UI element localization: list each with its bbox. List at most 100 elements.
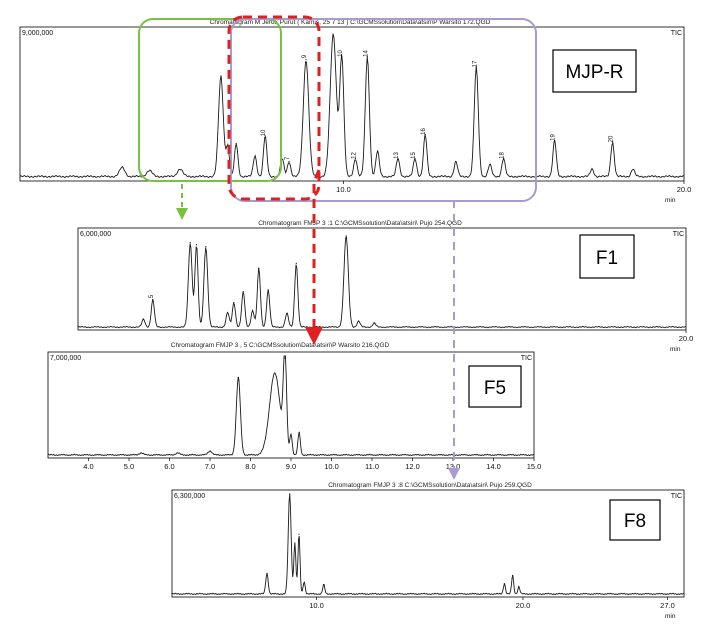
signal-label-mjp: TIC	[671, 30, 682, 37]
peak-marker-mjp-17	[414, 157, 416, 160]
peak-label-mjp-18: 16	[421, 128, 427, 135]
x-tick-label-f5: 11.0	[365, 462, 379, 471]
peak-marker-f1-2	[189, 242, 191, 244]
x-axis-unit-mjp: min	[665, 197, 676, 204]
x-tick-label-f5: 6.0	[164, 462, 174, 471]
peak-marker-mjp-10	[305, 58, 307, 61]
peak-marker-mjp-14	[366, 55, 368, 58]
peak-marker-f5-7	[298, 431, 300, 434]
peak-label-mjp-25: 20	[608, 135, 614, 142]
peak-label-mjp-16: 13	[394, 152, 400, 159]
purple-region-highlight	[230, 18, 537, 202]
x-tick-label-f5: 5.0	[124, 462, 134, 471]
peak-marker-f1-0	[142, 318, 145, 320]
peak-marker-mjp-18	[424, 133, 426, 136]
peak-marker-f1-14	[358, 320, 360, 322]
chart-mjp: Chromatogram M Jeruk Purut ( Kamis, 25 7…	[19, 19, 692, 204]
peak-marker-f8-7	[512, 574, 514, 576]
x-tick-label-f5: 8.0	[245, 462, 255, 471]
red-region-highlight	[227, 15, 321, 201]
box-mjp-r: MJP-R	[552, 49, 637, 93]
peak-marker-mjp-20	[475, 66, 477, 68]
x-tick-label-f1: 20.0	[679, 334, 694, 343]
x-axis-unit-f1: min	[670, 346, 681, 353]
peak-marker-f8-6	[503, 583, 505, 585]
peak-marker-f1-1	[152, 299, 154, 301]
peak-marker-f8-3	[298, 533, 300, 535]
peak-marker-f5-5	[284, 357, 286, 359]
box-f8: F8	[609, 499, 661, 541]
peak-label-f1-1: 5	[149, 294, 155, 298]
plot-frame-f8	[171, 489, 685, 598]
peak-marker-f8-5	[323, 584, 325, 586]
peak-marker-mjp-23	[554, 139, 556, 142]
x-tick-label-f5: 9.0	[286, 462, 296, 471]
peak-marker-mjp-15	[376, 150, 379, 152]
x-tick-label-f5: 4.0	[83, 462, 93, 471]
peak-label-mjp-14: 14	[363, 50, 369, 57]
peak-marker-mjp-25	[611, 141, 614, 143]
peak-marker-f1-6	[233, 301, 235, 304]
peak-marker-f5-6	[290, 433, 292, 436]
peak-marker-mjp-13	[354, 157, 357, 160]
peak-marker-f8-0	[266, 572, 268, 574]
box-mjp-r-label: MJP-R	[565, 62, 623, 83]
peak-label-mjp-23: 19	[551, 134, 557, 141]
x-tick-label-mjp: 10.0	[336, 185, 351, 194]
peak-marker-mjp-3	[220, 75, 222, 77]
peak-marker-mjp-7	[264, 135, 266, 137]
peak-label-mjp-13: 12	[351, 152, 357, 159]
x-tick-label-f8: 20.0	[516, 601, 531, 610]
peak-label-mjp-22: 18	[500, 152, 506, 159]
box-f5-label: F5	[484, 378, 506, 399]
box-f5: F5	[468, 365, 522, 408]
trace-line-f1	[77, 236, 686, 329]
signal-label-f1: TIC	[673, 231, 684, 238]
peak-marker-mjp-12	[341, 55, 343, 58]
peak-label-mjp-12: 10	[338, 50, 344, 57]
plot-frame-f5	[47, 351, 535, 459]
x-tick-label-f5: 15.0	[527, 462, 542, 471]
peak-label-mjp-20: 17	[472, 60, 478, 67]
x-axis-unit-f8: min	[665, 613, 676, 620]
peak-marker-f1-7	[242, 291, 244, 293]
peak-marker-f8-8	[518, 586, 520, 588]
peak-label-mjp-10: 9	[302, 54, 308, 58]
peak-marker-f8-1	[289, 493, 291, 495]
peak-marker-f1-9	[258, 267, 260, 269]
ymax-label-f1: 6,000,000	[80, 231, 111, 238]
x-tick-label-f5: 10.0	[324, 462, 339, 471]
chart-title-mjp: Chromatogram M Jeruk Purut ( Kamis, 25 7…	[210, 19, 491, 26]
peak-marker-f1-10	[267, 289, 269, 291]
peak-marker-f1-13	[345, 235, 347, 237]
box-f8-label: F8	[624, 511, 646, 532]
x-tick-label-f8: 27.0	[660, 601, 675, 610]
chromatogram-panels: Chromatogram M Jeruk Purut ( Kamis, 25 7…	[19, 19, 694, 620]
peak-marker-f1-3	[195, 244, 198, 246]
trace-line-mjp	[19, 33, 685, 179]
x-tick-label-f8: 10.0	[309, 601, 324, 610]
red-arrow-to-f5	[305, 169, 323, 345]
chart-f5: Chromatogram FMJP 3 , 5 C:\GCMSsolution\…	[47, 342, 542, 471]
x-tick-label-f5: 7.0	[205, 462, 215, 471]
peak-marker-f1-4	[205, 246, 207, 248]
chart-title-f5: Chromatogram FMJP 3 , 5 C:\GCMSsolution\…	[171, 342, 390, 349]
peak-marker-f1-12	[295, 262, 297, 264]
box-f1: F1	[579, 234, 635, 279]
box-f1-label: F1	[596, 248, 618, 269]
signal-label-f8: TIC	[671, 493, 682, 500]
chart-f8: Chromatogram FMJP 3 :8 C:\GCMSsolution\D…	[171, 482, 685, 620]
ymax-label-mjp: 9,000,000	[22, 30, 53, 37]
peak-marker-mjp-22	[502, 157, 505, 160]
x-tick-label-mjp: 20.0	[677, 185, 692, 194]
peak-marker-mjp-16	[397, 157, 399, 160]
peak-marker-mjp-5	[235, 142, 237, 145]
x-tick-label-f5: 12.0	[405, 462, 420, 471]
signal-label-f5: TIC	[521, 355, 532, 362]
x-tick-label-f5: 14.0	[486, 462, 501, 471]
peak-marker-f5-3	[237, 376, 239, 379]
ymax-label-f8: 6,300,000	[174, 493, 205, 500]
chart-title-f1: Chromatogram FMJP 3 :1 C:\GCMSsolution\D…	[258, 220, 462, 227]
